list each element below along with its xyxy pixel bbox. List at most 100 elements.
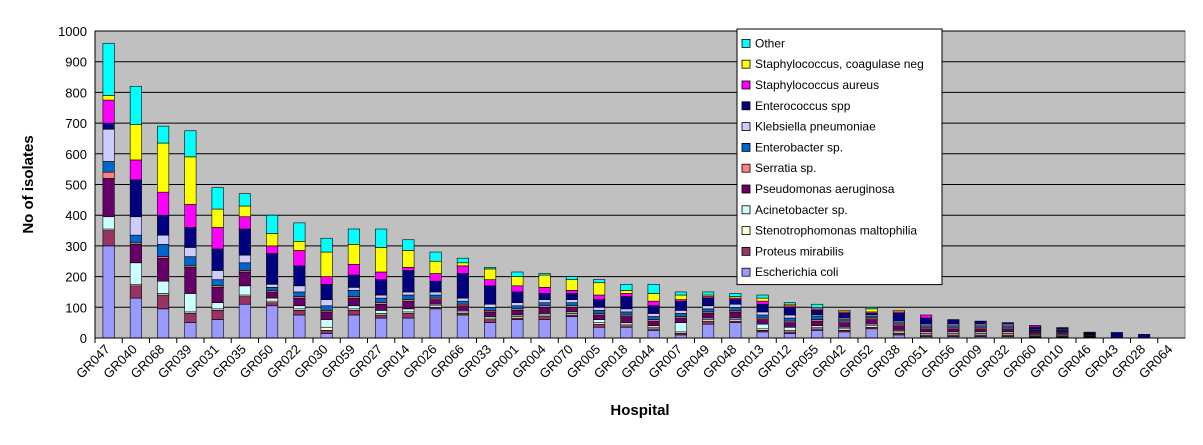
bar-segment (566, 307, 577, 312)
legend-label: Pseudomonas aeruginosa (755, 182, 895, 196)
bar-segment (1002, 329, 1013, 332)
bar-segment (430, 274, 441, 282)
bar-segment (403, 309, 414, 312)
bar-segment (539, 293, 550, 299)
legend-label: Serratia sp. (755, 161, 816, 175)
bar-segment (130, 217, 141, 235)
bar-segment (893, 313, 904, 321)
bar-stack-gr068 (157, 126, 168, 338)
bar-segment (784, 303, 795, 305)
bar-segment (539, 274, 550, 276)
bar-segment (430, 295, 441, 298)
bar-segment (866, 307, 877, 309)
legend-label: Stenotrophomonas maltophilia (755, 224, 917, 238)
bar-segment (784, 318, 795, 321)
bar-segment (185, 204, 196, 227)
bar-segment (130, 86, 141, 124)
bar-stack-gr007 (675, 292, 686, 338)
bar-stack-gr056 (948, 320, 959, 338)
bar-segment (948, 320, 959, 325)
bar-segment (266, 303, 277, 306)
x-tick-labels: GR047GR040GR068GR039GR031GR035GR050GR022… (73, 342, 1175, 382)
legend-label: Enterobacter sp. (755, 140, 843, 154)
bar-segment (103, 123, 114, 129)
bar-segment (1138, 334, 1149, 338)
bar-stack-gr048 (730, 293, 741, 338)
legend-label: Escherichia coli (755, 265, 838, 279)
bar-stack-gr070 (566, 277, 577, 338)
bar-segment (294, 223, 305, 241)
bar-segment (484, 320, 495, 323)
bar-segment (457, 298, 468, 301)
bar-segment (348, 290, 359, 296)
bar-segment (839, 332, 850, 338)
bar-segment (212, 188, 223, 209)
bar-segment (294, 315, 305, 338)
bar-segment (866, 329, 877, 338)
bar-segment (512, 306, 523, 309)
bar-segment (811, 317, 822, 320)
bar-segment (348, 264, 359, 275)
bar-segment (103, 100, 114, 123)
bar-segment (321, 300, 332, 306)
bar-segment (784, 333, 795, 338)
bar-segment (484, 267, 495, 269)
bar-stack-gr028 (1138, 334, 1149, 338)
y-tick-label: 300 (65, 239, 87, 254)
bar-segment (457, 315, 468, 338)
bar-stack-gr005 (593, 280, 604, 338)
bar-segment (321, 252, 332, 277)
bar-segment (430, 292, 441, 295)
bar-segment (730, 304, 741, 307)
bar-segment (811, 304, 822, 307)
bar-segment (593, 310, 604, 313)
bar-segment (757, 324, 768, 329)
legend-swatch (742, 123, 750, 131)
bar-stack-gr043 (1111, 332, 1122, 338)
bar-segment (730, 293, 741, 296)
bar-segment (348, 287, 359, 290)
bar-segment (675, 310, 686, 313)
bar-segment (375, 280, 386, 295)
bar-segment (484, 312, 495, 317)
legend-swatch (742, 268, 750, 276)
bar-segment (403, 318, 414, 338)
bar-segment (212, 320, 223, 338)
bar-segment (239, 194, 250, 206)
bar-segment (866, 320, 877, 325)
bar-segment (266, 234, 277, 246)
bar-segment (185, 293, 196, 311)
bar-segment (103, 43, 114, 95)
bar-stack-gr009 (975, 321, 986, 338)
legend-swatch (742, 39, 750, 47)
bar-segment (348, 229, 359, 244)
bar-segment (757, 315, 768, 318)
bar-segment (157, 215, 168, 235)
bar-segment (403, 313, 414, 318)
bar-segment (321, 277, 332, 285)
bar-segment (157, 281, 168, 293)
bar-segment (566, 277, 577, 280)
bar-segment (757, 320, 768, 325)
bar-segment (621, 312, 632, 315)
bar-segment (130, 298, 141, 338)
bar-segment (675, 295, 686, 300)
bar-segment (648, 321, 659, 326)
bar-segment (593, 320, 604, 323)
bar-segment (920, 318, 931, 324)
bar-segment (566, 303, 577, 306)
y-tick-label: 500 (65, 178, 87, 193)
bar-segment (185, 257, 196, 266)
bar-stack-gr050 (266, 215, 277, 338)
bar-segment (539, 320, 550, 338)
bar-segment (593, 315, 604, 320)
bar-segment (593, 280, 604, 283)
legend-swatch (742, 81, 750, 89)
bar-segment (484, 304, 495, 307)
y-axis-title: No of isolates (20, 135, 37, 233)
bar-segment (975, 321, 986, 324)
bar-segment (1057, 328, 1068, 330)
y-tick-label: 900 (65, 55, 87, 70)
bar-segment (294, 286, 305, 292)
legend-swatch (742, 227, 750, 235)
